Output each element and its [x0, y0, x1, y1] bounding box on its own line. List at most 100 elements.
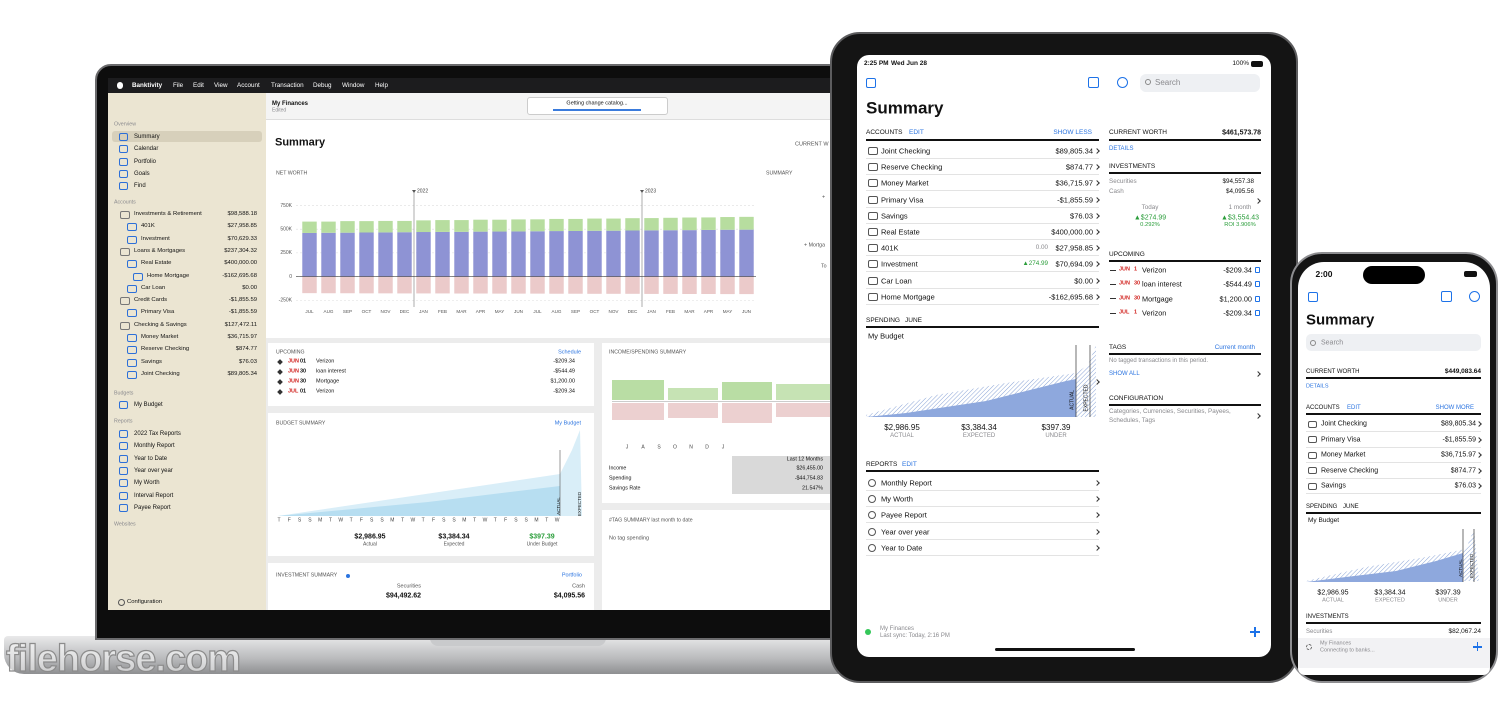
account-name[interactable]: 401K — [881, 243, 899, 253]
menu-item[interactable]: Debug — [313, 81, 332, 89]
separator — [866, 255, 1099, 257]
account-name[interactable]: 401K — [141, 223, 155, 230]
details-link[interactable]: DETAILS — [1306, 383, 1329, 390]
nav-item[interactable]: Interval Report — [134, 492, 174, 499]
invest-label: Securities — [1109, 177, 1137, 185]
account-name[interactable]: Credit Cards — [134, 297, 168, 304]
account-name[interactable]: Primary Visa — [141, 309, 175, 316]
day-letter: T — [349, 517, 353, 524]
panel-link[interactable]: My Budget — [554, 420, 581, 427]
edit-button[interactable]: EDIT — [1347, 405, 1361, 411]
nav-item[interactable]: My Worth — [134, 480, 160, 487]
nav-item[interactable]: Calendar — [134, 146, 159, 153]
nav-item[interactable]: Payee Report — [134, 504, 171, 511]
account-name[interactable]: Primary Visa — [1321, 436, 1361, 444]
invest-value: $82,067.24 — [1448, 627, 1481, 635]
nav-item[interactable]: Summary — [134, 134, 160, 140]
nav-item[interactable]: Monthly Report — [134, 443, 175, 450]
amount: -$209.34 — [553, 358, 575, 365]
bar-segment — [720, 276, 735, 295]
bar-segment — [321, 276, 336, 294]
account-amount: $89,805.34 — [1440, 420, 1476, 428]
edit-button[interactable]: EDIT — [902, 460, 917, 468]
account-name[interactable]: Checking & Savings — [134, 321, 187, 328]
account-amount: $36,715.97 — [1055, 178, 1093, 188]
account-name[interactable]: Savings — [881, 211, 908, 221]
account-amount: $70,694.09 — [1055, 259, 1093, 269]
report-item[interactable]: Year over year — [881, 526, 930, 536]
month-letter: D — [705, 444, 709, 451]
account-name[interactable]: Money Market — [1321, 451, 1366, 459]
account-name[interactable]: Reserve Checking — [141, 346, 190, 353]
account-name[interactable]: Real Estate — [141, 260, 172, 267]
account-name[interactable]: Car Loan — [141, 284, 166, 291]
account-name[interactable]: Money Market — [141, 334, 179, 341]
account-icon — [127, 284, 137, 293]
account-name[interactable]: Home Mortgage — [147, 272, 190, 279]
account-name[interactable]: Car Loan — [881, 275, 912, 285]
configuration[interactable]: Configuration — [127, 599, 163, 606]
nav-item[interactable]: Portfolio — [134, 158, 157, 165]
edit-button[interactable]: EDIT — [909, 128, 924, 136]
empty-text: No tag spending — [609, 535, 650, 542]
bar-segment — [492, 276, 507, 294]
details-link[interactable]: DETAILS — [1109, 146, 1134, 152]
menu-item[interactable]: Account — [237, 81, 260, 89]
account-name[interactable]: Investment — [141, 235, 170, 242]
bar-segment — [397, 232, 412, 277]
y-tick-label: 0 — [289, 274, 292, 280]
bar-segment — [530, 231, 545, 277]
account-name[interactable]: Reserve Checking — [881, 162, 943, 172]
report-item[interactable]: Year to Date — [881, 543, 923, 553]
month-letter: J — [721, 444, 725, 451]
account-name[interactable]: Savings — [1321, 482, 1346, 490]
account-name[interactable]: Joint Checking — [1321, 420, 1367, 428]
separator — [866, 554, 1099, 556]
menu-item[interactable]: File — [173, 81, 184, 89]
menu-item[interactable]: Transaction — [271, 81, 304, 89]
nav-item[interactable]: Goals — [134, 170, 150, 177]
account-name[interactable]: Joint Checking — [881, 146, 931, 156]
menu-item[interactable]: View — [214, 81, 228, 89]
report-item[interactable]: Monthly Report — [881, 478, 932, 488]
account-name[interactable]: Savings — [141, 358, 162, 365]
report-item[interactable]: My Worth — [881, 494, 913, 504]
account-name[interactable]: Money Market — [881, 178, 929, 188]
account-name[interactable]: Primary Visa — [881, 194, 924, 204]
battery-icon — [1464, 271, 1477, 277]
account-name[interactable]: Joint Checking — [141, 370, 180, 377]
account-name[interactable]: Investments & Retirement — [134, 211, 202, 218]
separator — [866, 222, 1099, 224]
account-name[interactable]: Reserve Checking — [1321, 467, 1379, 475]
menu-item[interactable]: Help — [375, 81, 388, 89]
toggle-button[interactable]: SHOW MORE — [1435, 405, 1474, 411]
account-name[interactable]: Loans & Mortgages — [134, 247, 186, 254]
menu-item[interactable]: Edit — [193, 81, 204, 89]
nav-item[interactable]: Year to Date — [134, 455, 168, 462]
menu-item[interactable]: Window — [342, 81, 365, 89]
account-name[interactable]: Real Estate — [881, 227, 920, 237]
day-letter: M — [534, 517, 539, 524]
day-letter: F — [431, 517, 436, 524]
stat-label: Securities — [396, 583, 421, 590]
period-link[interactable]: Current month — [1214, 343, 1255, 351]
account-icon — [868, 228, 878, 236]
report-item[interactable]: Payee Report — [881, 510, 927, 520]
menu-item[interactable]: Banktivity — [132, 81, 163, 89]
account-name[interactable]: Home Mortgage — [881, 292, 935, 302]
amount: -$209.34 — [553, 388, 575, 395]
dynamic-island — [1363, 266, 1425, 284]
panel-link[interactable]: Schedule — [558, 349, 581, 356]
toggle-button[interactable]: SHOW LESS — [1053, 128, 1092, 136]
panel-link[interactable]: Portfolio — [561, 572, 582, 579]
show-all-link[interactable]: SHOW ALL — [1109, 371, 1140, 377]
nav-item[interactable]: Year over year — [134, 467, 173, 474]
search-field[interactable]: Search — [1155, 78, 1181, 87]
nav-item[interactable]: 2022 Tax Reports — [134, 431, 181, 437]
nav-item[interactable]: Find — [134, 183, 146, 190]
search-field[interactable]: Search — [1321, 339, 1344, 347]
nav-item[interactable]: My Budget — [134, 402, 163, 408]
account-amount: $27,958.85 — [227, 223, 257, 230]
bar-segment — [606, 218, 621, 231]
account-name[interactable]: Investment — [881, 259, 918, 269]
